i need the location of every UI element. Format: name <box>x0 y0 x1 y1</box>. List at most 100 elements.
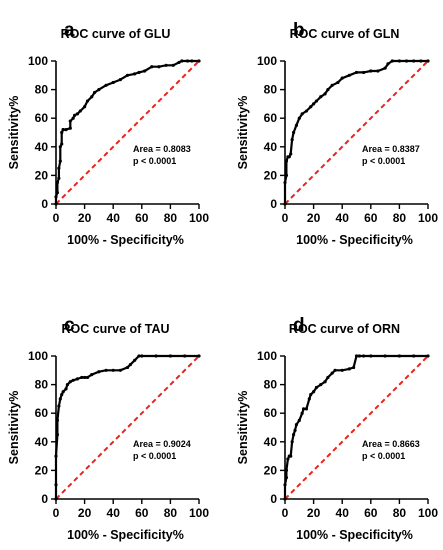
chart-title: ROC curve of GLN <box>290 27 400 41</box>
roc-point <box>90 95 94 99</box>
roc-point <box>383 66 387 70</box>
roc-point <box>137 354 141 358</box>
roc-point <box>197 59 201 63</box>
roc-point <box>354 354 359 358</box>
x-tick-label: 100 <box>418 506 438 520</box>
roc-point <box>369 69 373 73</box>
roc-point <box>93 90 97 95</box>
roc-point <box>294 123 299 127</box>
chart-title: ROC curve of ORN <box>289 322 400 336</box>
roc-point <box>60 393 64 397</box>
roc-point <box>68 119 72 123</box>
y-tick-label: 20 <box>264 463 278 477</box>
y-tick-label: 0 <box>41 197 48 211</box>
roc-point <box>404 59 409 63</box>
roc-point <box>85 375 90 380</box>
roc-point <box>301 407 306 411</box>
roc-point <box>319 383 323 387</box>
roc-point <box>111 80 115 85</box>
reference-line <box>284 355 429 500</box>
chart-title: ROC curve of GLU <box>61 27 171 41</box>
y-tick-label: 100 <box>28 54 48 68</box>
x-tick-label: 20 <box>307 506 321 520</box>
roc-point <box>304 109 309 113</box>
p-value-annotation: p < 0.0001 <box>362 451 405 461</box>
panel-letter: c <box>64 315 75 336</box>
y-tick-label: 40 <box>264 140 278 154</box>
roc-point <box>57 176 61 180</box>
roc-point <box>118 368 122 372</box>
roc-point <box>90 372 94 377</box>
roc-point <box>58 159 62 163</box>
roc-point <box>291 433 296 437</box>
roc-point <box>171 63 175 67</box>
roc-point <box>412 59 416 63</box>
roc-point <box>85 99 90 103</box>
roc-point <box>190 59 194 63</box>
roc-point <box>168 354 172 358</box>
roc-point <box>185 59 190 63</box>
x-tick-label: 60 <box>135 506 149 520</box>
roc-point <box>340 76 344 80</box>
y-tick-label: 100 <box>28 349 48 363</box>
y-tick-label: 40 <box>35 435 49 449</box>
roc-point <box>150 65 154 69</box>
roc-point <box>60 130 64 135</box>
roc-point <box>97 370 101 374</box>
roc-point <box>68 380 72 384</box>
y-tick-label: 40 <box>264 435 278 449</box>
roc-point <box>71 378 75 382</box>
roc-point <box>326 375 330 380</box>
roc-point <box>336 80 340 85</box>
roc-point <box>58 397 62 401</box>
roc-point <box>307 397 311 401</box>
roc-point <box>57 166 61 170</box>
roc-point <box>64 387 68 391</box>
roc-point <box>297 116 301 120</box>
roc-point <box>128 362 132 367</box>
roc-point <box>290 440 294 444</box>
roc-point <box>309 393 313 397</box>
y-tick-label: 60 <box>264 406 278 420</box>
p-value-annotation: p < 0.0001 <box>362 156 405 166</box>
roc-point <box>287 155 291 159</box>
roc-point <box>297 418 301 422</box>
roc-point <box>83 105 87 109</box>
roc-point <box>83 375 87 380</box>
y-axis-label: Sensitivity% <box>236 391 250 465</box>
x-tick-label: 40 <box>107 506 121 520</box>
roc-point <box>197 354 201 358</box>
y-tick-label: 0 <box>270 197 277 211</box>
y-tick-label: 80 <box>35 83 49 97</box>
y-tick-label: 0 <box>41 492 48 506</box>
roc-point <box>289 454 293 458</box>
roc-point <box>164 63 168 67</box>
y-tick-label: 80 <box>264 83 278 97</box>
roc-point <box>61 390 65 394</box>
x-tick-label: 20 <box>78 506 92 520</box>
x-tick-label: 80 <box>393 506 407 520</box>
p-value-annotation: p < 0.0001 <box>133 451 176 461</box>
roc-point <box>111 368 115 372</box>
area-annotation: Area = 0.9024 <box>133 439 191 449</box>
roc-point <box>104 368 108 372</box>
roc-point <box>289 152 293 156</box>
roc-point <box>412 354 416 358</box>
y-tick-label: 0 <box>270 492 277 506</box>
roc-point <box>97 88 101 92</box>
x-tick-label: 80 <box>164 211 178 225</box>
chart-title: ROC curve of TAU <box>61 322 169 336</box>
x-axis-label: 100% - Specificity% <box>67 528 184 542</box>
x-axis-label: 100% - Specificity% <box>296 528 413 542</box>
roc-point <box>352 365 356 370</box>
roc-point <box>309 105 313 109</box>
roc-point <box>133 358 137 362</box>
roc-point <box>154 354 158 358</box>
roc-point <box>362 70 366 75</box>
roc-point <box>80 375 84 380</box>
roc-point <box>376 69 380 73</box>
